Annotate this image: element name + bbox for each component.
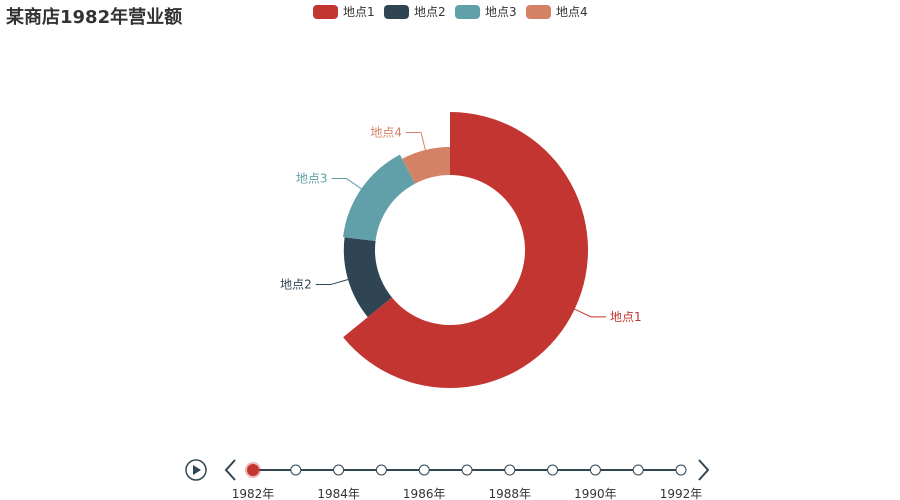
label-line-3 <box>331 178 362 190</box>
legend-swatch-2 <box>384 5 409 19</box>
legend-label-4: 地点4 <box>556 5 588 19</box>
slice-labels: 地点1 地点2 地点3 地点4 <box>280 126 641 324</box>
pie-slice-2[interactable] <box>343 237 392 318</box>
timeline-node-8[interactable] <box>547 464 559 476</box>
slice-label-3: 地点3 <box>296 172 328 186</box>
timeline-label: 1988年 <box>489 487 532 500</box>
label-line-4 <box>406 132 426 151</box>
timeline-node-4[interactable] <box>375 464 387 476</box>
timeline-node-5[interactable] <box>418 464 430 476</box>
pie-slice-1[interactable] <box>343 112 588 388</box>
timeline-node-6[interactable] <box>461 464 473 476</box>
pie-slice-3[interactable] <box>343 154 416 241</box>
timeline-node-11[interactable] <box>675 464 687 476</box>
pie-slice-4[interactable] <box>402 147 450 184</box>
timeline: 1982年 1984年 1986年 1988年 1990年 1992年 <box>185 459 710 500</box>
legend-swatch-1 <box>313 5 338 19</box>
timeline-node-active[interactable] <box>247 464 259 476</box>
chevron-right-icon[interactable] <box>698 459 710 481</box>
legend-swatch-3 <box>455 5 480 19</box>
timeline-label: 1984年 <box>317 487 360 500</box>
timeline-node-2[interactable] <box>290 464 302 476</box>
timeline-node-3[interactable] <box>333 464 345 476</box>
timeline-node-10[interactable] <box>632 464 644 476</box>
label-line-2 <box>315 279 349 286</box>
legend-label-2: 地点2 <box>414 5 446 19</box>
legend-label-1: 地点1 <box>343 5 375 19</box>
chevron-left-icon[interactable] <box>224 459 236 481</box>
timeline-label: 1990年 <box>574 487 617 500</box>
legend-swatch-4 <box>526 5 551 19</box>
legend: 地点1 地点2 地点3 地点4 <box>0 4 900 22</box>
slice-label-2: 地点2 <box>280 278 312 292</box>
timeline-node-7[interactable] <box>504 464 516 476</box>
play-icon[interactable] <box>185 459 207 481</box>
timeline-node-9[interactable] <box>589 464 601 476</box>
legend-label-3: 地点3 <box>485 5 517 19</box>
timeline-label: 1982年 <box>232 487 275 500</box>
timeline-label: 1992年 <box>660 487 703 500</box>
slice-label-1: 地点1 <box>610 310 642 324</box>
donut-slices <box>343 112 588 388</box>
chart-title: 某商店1982年营业额 <box>6 7 183 28</box>
slice-label-4: 地点4 <box>370 126 402 140</box>
label-line-1 <box>574 308 606 318</box>
timeline-label: 1986年 <box>403 487 446 500</box>
